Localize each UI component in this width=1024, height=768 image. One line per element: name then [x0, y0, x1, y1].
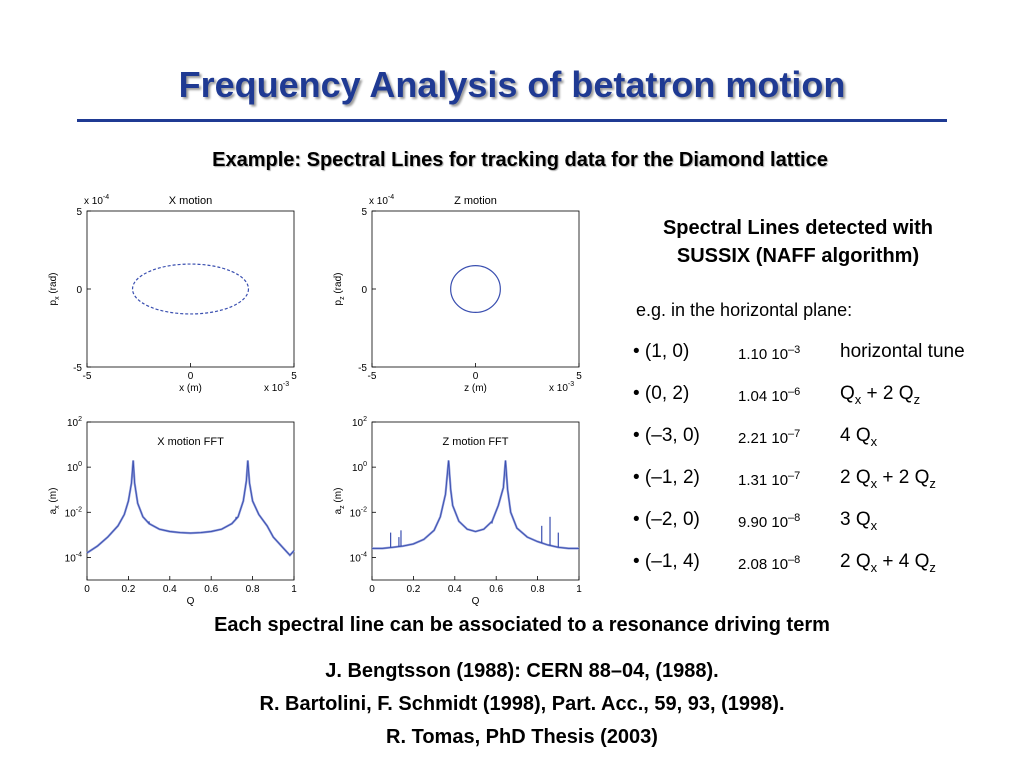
phase-space-ellipse: [450, 264, 501, 313]
x-exponent-label: x 10-3: [549, 381, 574, 394]
x-tick-label: 0.4: [448, 584, 462, 595]
spectral-line-mode: • (1, 0): [633, 341, 690, 362]
y-tick-label: -5: [73, 363, 82, 374]
z-motion-fft-plot: Z motion FFT 0 0.2 0.4 0.6 0.8 1 102 100 10-2 10-4…: [333, 416, 582, 607]
z-motion-phase-space-plot: Z motion x 10-4 x 10-3 -5 0 5 5 0 -5 z (m) pz (rad…: [333, 194, 582, 394]
y-tick-label: 102: [352, 416, 367, 429]
x-tick-label: 0.2: [121, 584, 135, 595]
x-tick-label: 0.8: [246, 584, 260, 595]
x-tick-label: 0.8: [531, 584, 545, 595]
reference-bartolini: R. Bartolini, F. Schmidt (1998), Part. A…: [259, 693, 785, 715]
y-tick-label: 100: [352, 461, 367, 474]
x-exponent-label: x 10-3: [264, 381, 289, 394]
y-tick-label: 0: [361, 285, 367, 296]
spectral-line-amplitude: 2.08 10–8: [738, 554, 801, 573]
spectral-lines-heading-line1: Spectral Lines detected with: [662, 217, 934, 239]
plot-frame: [86, 210, 295, 368]
spectral-line-amplitude: 1.04 10–6: [738, 386, 801, 405]
chart-title: Z motion: [454, 195, 497, 207]
plot-frame: [371, 210, 580, 368]
spectrum-curve: [372, 460, 579, 549]
x-tick-label: 0.4: [163, 584, 177, 595]
x-tick-label: 0: [84, 584, 90, 595]
x-tick-label: 0.6: [204, 584, 218, 595]
x-tick-label: 0: [473, 371, 479, 382]
x-tick-label: 1: [291, 584, 297, 595]
spectral-line-mode: • (–1, 2): [633, 467, 700, 488]
x-tick-label: 0: [188, 371, 194, 382]
spectral-lines-heading-line2: SUSSIX (NAFF algorithm): [676, 245, 920, 267]
y-axis-label: pz (rad): [333, 273, 346, 306]
title-underline: [77, 119, 947, 122]
spectral-line-mode: • (–2, 0): [633, 509, 700, 530]
y-tick-label: 5: [361, 207, 367, 218]
y-axis-label: px (rad): [48, 273, 61, 306]
chart-title: X motion FFT: [157, 436, 224, 448]
spectral-line-description: 4 Qx: [840, 425, 878, 449]
x-tick-label: 0.6: [489, 584, 503, 595]
x-axis-label: Q: [187, 596, 195, 607]
spectral-line-description: 3 Qx: [840, 509, 878, 533]
x-tick-label: -5: [83, 371, 92, 382]
spectral-line-description: 2 Qx + 4 Qz: [840, 551, 936, 575]
x-axis-label: z (m): [464, 383, 487, 394]
spectrum-curve: [86, 460, 295, 556]
spectral-line-amplitude: 9.90 10–8: [738, 512, 801, 531]
spectral-line-description: horizontal tune: [840, 341, 965, 362]
phase-space-ellipse: [131, 263, 250, 315]
y-tick-label: 10-2: [65, 506, 82, 519]
x-tick-label: 5: [291, 371, 297, 382]
spectral-line-mode: • (0, 2): [633, 383, 690, 404]
spectral-line-amplitude: 2.21 10–7: [738, 428, 801, 447]
spectral-line-description: Qx + 2 Qz: [840, 383, 921, 407]
y-tick-label: -5: [358, 363, 367, 374]
y-tick-label: 10-4: [350, 551, 367, 564]
x-motion-phase-space-plot: X motion x 10-4 x 10-3 -5 0 5 5 0 -5 x (m) px (rad…: [48, 194, 297, 394]
y-tick-label: 0: [76, 285, 82, 296]
chart-title: X motion: [169, 195, 212, 207]
y-tick-label: 10-4: [65, 551, 82, 564]
y-axis-label: ax (m): [48, 488, 61, 515]
x-axis-label: Q: [472, 596, 480, 607]
slide-title: Frequency Analysis of betatron motion: [178, 64, 846, 105]
spectral-line-amplitude: 1.31 10–7: [738, 470, 801, 489]
x-tick-label: 0.2: [406, 584, 420, 595]
spectral-line-mode: • (–3, 0): [633, 425, 700, 446]
reference-tomas: R. Tomas, PhD Thesis (2003): [386, 726, 658, 748]
y-exponent-label: x 10-4: [84, 194, 109, 207]
y-exponent-label: x 10-4: [369, 194, 394, 207]
x-tick-label: 1: [576, 584, 582, 595]
plane-label: e.g. in the horizontal plane:: [636, 300, 853, 320]
spectral-line-amplitude: 1.10 10–3: [738, 344, 801, 363]
x-axis-label: x (m): [179, 383, 202, 394]
x-motion-fft-plot: X motion FFT 0 0.2 0.4 0.6 0.8 1 102 100 10-2 10-4…: [48, 416, 297, 607]
slide-subtitle: Example: Spectral Lines for tracking dat…: [212, 149, 828, 171]
driving-term-statement: Each spectral line can be associated to …: [214, 614, 830, 636]
spectral-lines-heading: Spectral Lines detected with SUSSIX (NAF…: [600, 214, 996, 270]
y-tick-label: 10-2: [350, 506, 367, 519]
y-tick-label: 5: [76, 207, 82, 218]
x-tick-label: 0: [369, 584, 375, 595]
y-tick-label: 102: [67, 416, 82, 429]
plot-frame: [86, 421, 295, 581]
y-tick-label: 100: [67, 461, 82, 474]
chart-title: Z motion FFT: [442, 436, 508, 448]
x-tick-label: 5: [576, 371, 582, 382]
spectral-line-description: 2 Qx + 2 Qz: [840, 467, 936, 491]
reference-bengtsson: J. Bengtsson (1988): CERN 88–04, (1988).: [325, 660, 719, 682]
x-tick-label: -5: [368, 371, 377, 382]
plot-frame: [371, 421, 580, 581]
y-axis-label: az (m): [333, 488, 346, 515]
spectral-line-mode: • (–1, 4): [633, 551, 700, 572]
